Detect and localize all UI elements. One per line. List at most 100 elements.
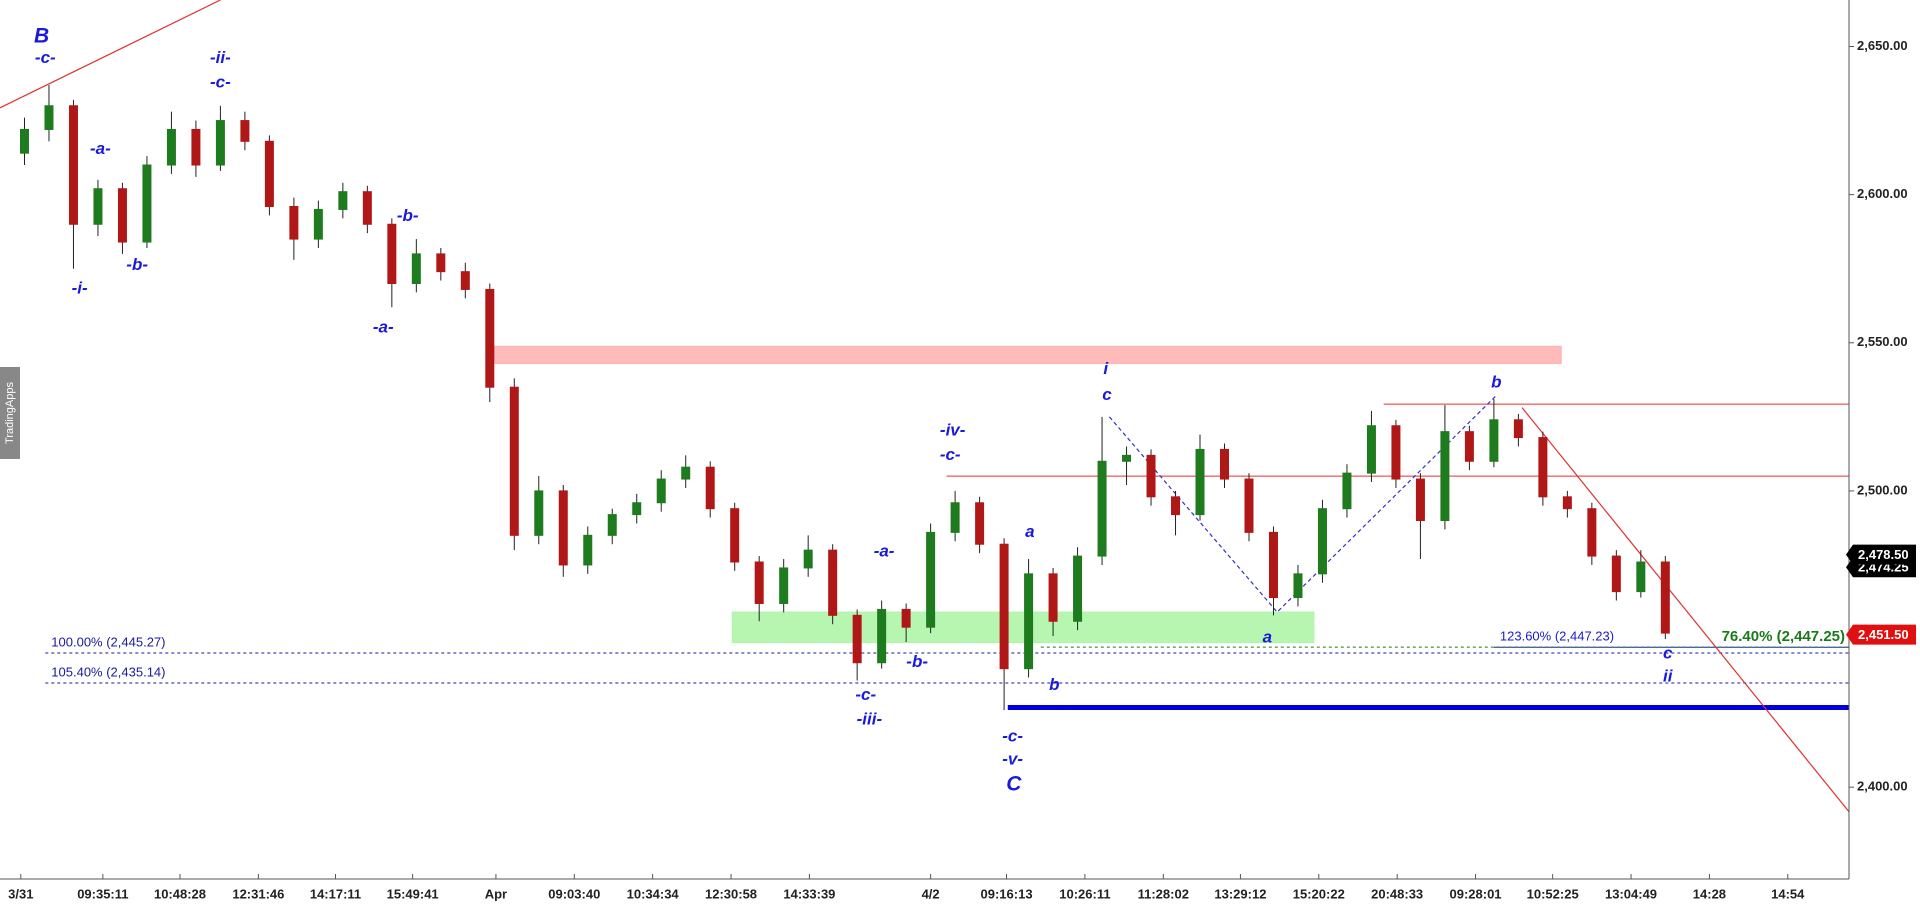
candle-body [191, 128, 201, 166]
candle-body [1342, 472, 1352, 510]
candle-body [338, 191, 348, 210]
x-tick-label: 15:20:22 [1293, 886, 1345, 901]
candle-body [999, 543, 1009, 670]
x-tick-label: 14:54 [1771, 886, 1805, 901]
candle-body [1415, 478, 1425, 522]
candle-body [975, 502, 985, 545]
candle-body [509, 386, 519, 536]
brand-box [0, 367, 20, 459]
candle-body [877, 608, 887, 664]
candle-body [1440, 431, 1450, 522]
price-tag-label: 2,478.50 [1858, 547, 1909, 562]
trendline [0, 0, 221, 109]
x-tick-label: 09:16:13 [981, 886, 1033, 901]
candle-body [411, 253, 421, 285]
wave-label: B [34, 24, 49, 47]
wave-label: c [1663, 643, 1673, 662]
x-tick-label: 14:17:11 [310, 886, 361, 901]
x-tick-label: 11:28:02 [1138, 886, 1189, 901]
price-tag [1846, 624, 1916, 645]
candle-body [705, 466, 715, 510]
candle-body [656, 478, 666, 504]
candle-body [1366, 425, 1376, 474]
wave-label: -iii- [857, 709, 883, 728]
wave-label: b [1491, 373, 1501, 392]
candle-body [1097, 460, 1107, 557]
y-tick-label: 2,550.00 [1857, 334, 1908, 349]
y-tick-label: 2,600.00 [1857, 186, 1908, 201]
candle-body [534, 490, 544, 536]
candle-body [852, 614, 862, 664]
wave-label: -c- [1002, 727, 1023, 746]
wave-label: a [1025, 522, 1034, 541]
candle-body [1587, 508, 1597, 557]
candle-body [289, 205, 299, 240]
candle-body [436, 253, 446, 273]
candle-body [1220, 448, 1230, 480]
candle-body [632, 502, 642, 516]
wave-label: C [1006, 772, 1022, 795]
x-tick-label: 14:33:39 [783, 886, 835, 901]
wave-label: a [1263, 627, 1272, 646]
y-tick-label: 2,400.00 [1857, 779, 1908, 794]
candle-body [1073, 555, 1083, 622]
x-tick-label: Apr [485, 886, 507, 901]
wave-label: -c- [940, 445, 961, 464]
brand-tab: TradingApps [0, 367, 20, 459]
fib-label: 100.00% (2,445.27) [51, 634, 165, 649]
wave-label: -a- [373, 317, 394, 336]
x-tick-label: 10:26:11 [1059, 886, 1110, 901]
candle-body [362, 191, 372, 225]
candle-body [681, 466, 691, 480]
fib-label: 76.40% (2,447.25) [1722, 628, 1845, 645]
x-tick-label: 12:31:46 [232, 886, 284, 901]
candle-body [1244, 478, 1254, 533]
candle-body [828, 549, 838, 616]
x-tick-label: 10:52:25 [1527, 886, 1579, 901]
candle-body [1636, 561, 1646, 593]
candle-body [68, 105, 78, 225]
brand-label: TradingApps [4, 382, 16, 444]
candle-body [142, 164, 152, 243]
wave-label: b [1049, 675, 1059, 694]
candle-body [1562, 496, 1572, 510]
wave-label: -ii- [210, 48, 231, 67]
candle-body [1268, 531, 1278, 599]
wave-label: -b- [397, 206, 419, 225]
wave-label: -c- [855, 685, 876, 704]
plot-area: 100.00% (2,445.27) 105.40% (2,435.14) 123.… [0, 0, 1850, 813]
x-tick-label: 14:28 [1693, 886, 1726, 901]
candle-body [387, 223, 397, 285]
candle-body [1293, 573, 1303, 599]
y-tick-label: 2,500.00 [1857, 482, 1908, 497]
wave-label: -b- [126, 255, 148, 274]
x-tick-label: 12:30:58 [705, 886, 757, 901]
wave-label: -a- [874, 542, 895, 561]
x-tick-label: 20:48:33 [1371, 886, 1423, 901]
candle-body [607, 514, 617, 536]
x-tick-label: 10:48:28 [154, 886, 206, 901]
wave-label: c [1102, 385, 1112, 404]
x-tick-label: 10:34:34 [627, 886, 680, 901]
candle-body [1146, 454, 1156, 498]
x-tick-label: 09:03:40 [548, 886, 600, 901]
price-tag-label: 2,451.50 [1858, 627, 1909, 642]
candle-body [950, 502, 960, 533]
candle-body [1391, 425, 1401, 480]
candle-body [1538, 437, 1548, 498]
candle-body [460, 271, 470, 290]
candle-body [240, 120, 250, 142]
wave-label: ii [1663, 666, 1674, 685]
candle-body [558, 490, 568, 566]
candle-body [166, 128, 176, 166]
wave-label: -b- [906, 652, 928, 671]
y-tick-label: 2,650.00 [1857, 38, 1908, 53]
trendline [1108, 395, 1497, 613]
candle-body [215, 120, 225, 166]
candle-body [779, 567, 789, 604]
x-tick-label: 09:28:01 [1450, 886, 1502, 901]
candle-body [1611, 555, 1621, 593]
